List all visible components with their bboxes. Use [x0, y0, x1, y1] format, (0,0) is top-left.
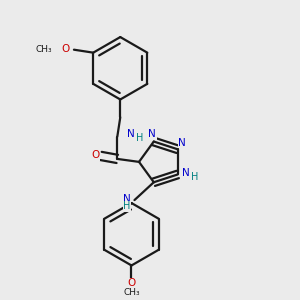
Text: H: H — [191, 172, 198, 182]
Text: CH₃: CH₃ — [35, 45, 52, 54]
Text: N: N — [178, 138, 186, 148]
Text: N: N — [148, 129, 156, 139]
Text: H: H — [123, 201, 131, 211]
Text: N: N — [182, 168, 190, 178]
Text: H: H — [136, 133, 143, 143]
Text: O: O — [128, 278, 136, 288]
Text: O: O — [91, 150, 99, 160]
Text: CH₃: CH₃ — [123, 288, 140, 297]
Text: O: O — [61, 44, 70, 54]
Text: N: N — [127, 129, 135, 139]
Text: N: N — [123, 194, 131, 204]
